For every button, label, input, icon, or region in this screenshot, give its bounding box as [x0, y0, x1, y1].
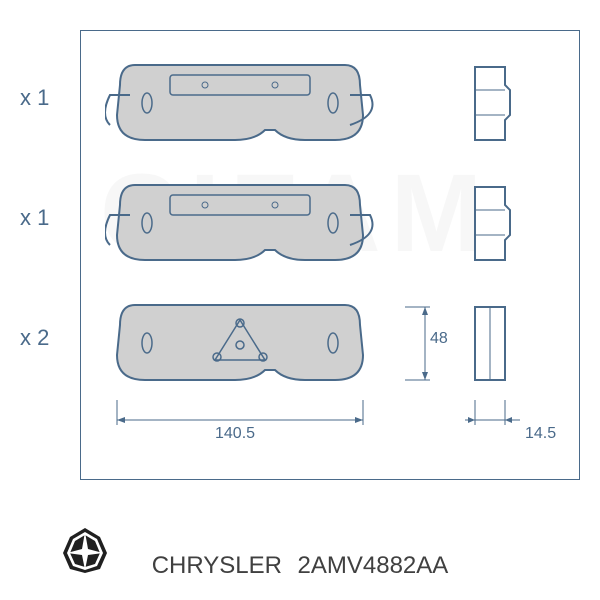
- brake-pad-side-1: [460, 55, 520, 155]
- thickness-value: 14.5: [525, 425, 556, 443]
- width-value: 140.5: [215, 425, 255, 443]
- brake-pad-3: [105, 295, 375, 395]
- footer: CHRYSLER 2AMV4882AA: [0, 552, 600, 580]
- brake-pad-side-2: [460, 175, 520, 275]
- brake-pad-1: [105, 55, 375, 155]
- qty-label-3: x 2: [20, 325, 49, 351]
- diagram-stage: CIFAM x 1 x 1: [0, 0, 600, 600]
- part-number: 2AMV4882AA: [298, 552, 449, 579]
- brake-pad-side-3: [460, 295, 520, 395]
- brake-pad-2: [105, 175, 375, 275]
- height-value: 48: [430, 330, 448, 348]
- brand-name: CHRYSLER: [152, 552, 282, 579]
- qty-label-2: x 1: [20, 205, 49, 231]
- qty-label-1: x 1: [20, 85, 49, 111]
